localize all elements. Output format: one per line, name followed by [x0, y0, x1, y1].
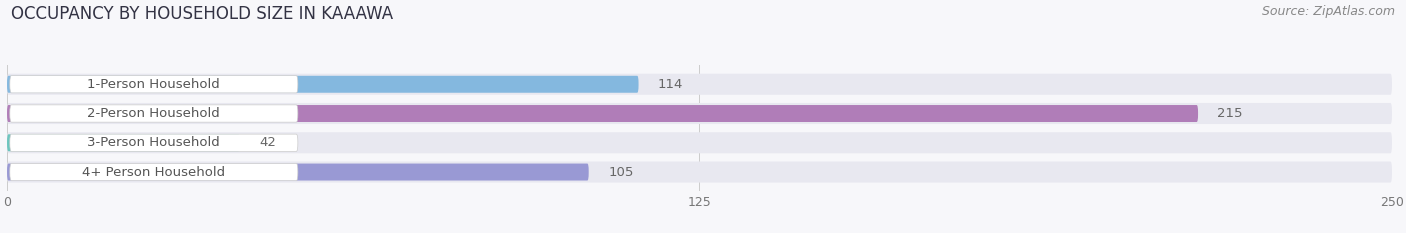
- FancyBboxPatch shape: [7, 164, 589, 181]
- Text: 114: 114: [658, 78, 683, 91]
- Text: Source: ZipAtlas.com: Source: ZipAtlas.com: [1261, 5, 1395, 18]
- FancyBboxPatch shape: [7, 74, 1392, 95]
- Text: 215: 215: [1218, 107, 1243, 120]
- Text: 105: 105: [607, 165, 634, 178]
- Text: 3-Person Household: 3-Person Household: [87, 136, 221, 149]
- FancyBboxPatch shape: [7, 105, 1198, 122]
- FancyBboxPatch shape: [10, 105, 298, 122]
- Text: 2-Person Household: 2-Person Household: [87, 107, 221, 120]
- FancyBboxPatch shape: [7, 76, 638, 93]
- FancyBboxPatch shape: [10, 163, 298, 181]
- Text: 4+ Person Household: 4+ Person Household: [83, 165, 225, 178]
- Text: OCCUPANCY BY HOUSEHOLD SIZE IN KAAAWA: OCCUPANCY BY HOUSEHOLD SIZE IN KAAAWA: [11, 5, 394, 23]
- FancyBboxPatch shape: [10, 134, 298, 151]
- FancyBboxPatch shape: [10, 76, 298, 93]
- FancyBboxPatch shape: [7, 132, 1392, 153]
- Text: 42: 42: [259, 136, 276, 149]
- FancyBboxPatch shape: [7, 134, 239, 151]
- Text: 1-Person Household: 1-Person Household: [87, 78, 221, 91]
- FancyBboxPatch shape: [7, 161, 1392, 183]
- FancyBboxPatch shape: [7, 103, 1392, 124]
